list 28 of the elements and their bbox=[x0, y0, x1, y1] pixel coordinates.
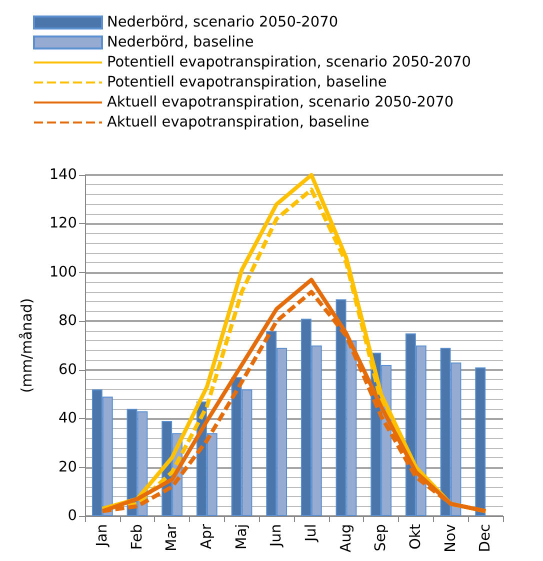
x-tick-label: Nov bbox=[442, 524, 459, 552]
y-tick-label: 60 bbox=[58, 362, 77, 378]
y-tick-label: 100 bbox=[49, 264, 77, 280]
x-tick-label: Maj bbox=[234, 524, 250, 550]
legend-label: Nederbörd, scenario 2050-2070 bbox=[107, 14, 338, 30]
y-tick-label: 0 bbox=[68, 508, 77, 524]
y-tick-label: 140 bbox=[49, 167, 77, 183]
x-tick-label: Mar bbox=[164, 524, 180, 552]
x-tick-label: Feb bbox=[129, 524, 146, 550]
y-tick-label: 80 bbox=[58, 313, 77, 330]
x-tick-label: Sep bbox=[373, 524, 390, 552]
y-tick-label: 40 bbox=[58, 410, 77, 427]
x-tick-label: Jun bbox=[268, 524, 285, 548]
legend-label: Potentiell evapotranspiration, scenario 2050-2070 bbox=[107, 54, 472, 70]
legend-label: Aktuell evapotranspiration, baseline bbox=[107, 114, 370, 130]
y-axis-title: (mm/månad) bbox=[18, 298, 36, 393]
legend-label: Nederbörd, baseline bbox=[107, 34, 254, 50]
y-tick-label: 120 bbox=[49, 216, 77, 232]
x-tick-label: Aug bbox=[338, 524, 354, 552]
legend-label: Aktuell evapotranspiration, scenario 2050-2070 bbox=[107, 94, 454, 110]
x-tick-label: Okt bbox=[408, 524, 424, 550]
x-tick-label: Apr bbox=[198, 524, 215, 550]
x-tick-label: Jan bbox=[94, 524, 110, 548]
y-tick-label: 20 bbox=[58, 459, 77, 476]
x-tick-label: Dec bbox=[478, 524, 494, 552]
bar bbox=[475, 367, 486, 516]
legend-label: Potentiell evapotranspiration, baseline bbox=[107, 74, 387, 90]
x-tick-label: Jul bbox=[303, 524, 320, 542]
